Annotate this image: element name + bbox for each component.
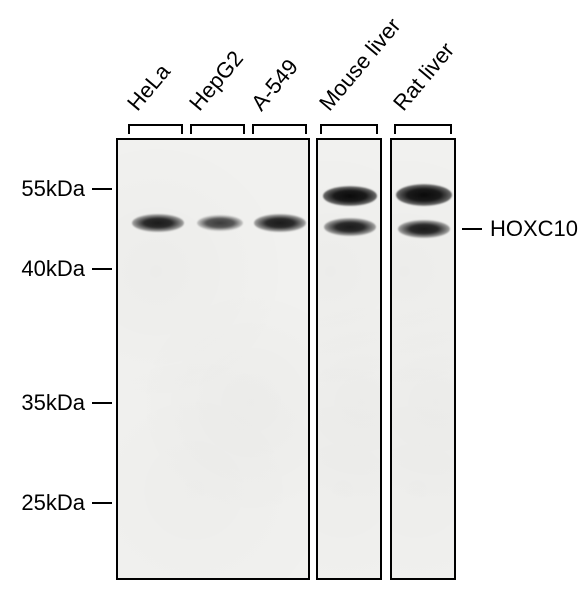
marker-25: 25kDa bbox=[0, 490, 85, 516]
blot-panel-2 bbox=[316, 138, 382, 580]
band-hela bbox=[132, 214, 184, 232]
lane-label-rat: Rat liver bbox=[388, 37, 460, 116]
lane-bracket bbox=[394, 124, 452, 132]
marker-40: 40kDa bbox=[0, 256, 85, 282]
lane-bracket bbox=[190, 124, 245, 132]
blot-noise bbox=[118, 140, 308, 578]
lane-bracket bbox=[252, 124, 307, 132]
marker-tick bbox=[92, 268, 112, 270]
blot-panel-1 bbox=[116, 138, 310, 580]
band-mouse-lower bbox=[324, 218, 376, 236]
lane-bracket bbox=[128, 124, 183, 132]
band-a549 bbox=[254, 214, 306, 232]
western-blot-figure: HeLa HepG2 A-549 Mouse liver Rat liver 5… bbox=[0, 0, 584, 608]
lane-label-a549: A-549 bbox=[246, 54, 304, 116]
marker-35: 35kDa bbox=[0, 390, 85, 416]
band-rat-upper bbox=[396, 184, 452, 206]
protein-label: HOXC10 bbox=[490, 216, 578, 242]
marker-tick bbox=[92, 402, 112, 404]
marker-55: 55kDa bbox=[0, 176, 85, 202]
protein-tick bbox=[462, 228, 482, 230]
lane-label-hela: HeLa bbox=[122, 59, 176, 116]
marker-tick bbox=[92, 502, 112, 504]
lane-bracket bbox=[320, 124, 378, 132]
band-hepg2 bbox=[197, 215, 243, 231]
blot-panel-3 bbox=[390, 138, 456, 580]
marker-tick bbox=[92, 188, 112, 190]
lane-label-hepg2: HepG2 bbox=[184, 46, 249, 116]
band-mouse-upper bbox=[323, 186, 377, 206]
band-rat-lower bbox=[398, 220, 450, 238]
